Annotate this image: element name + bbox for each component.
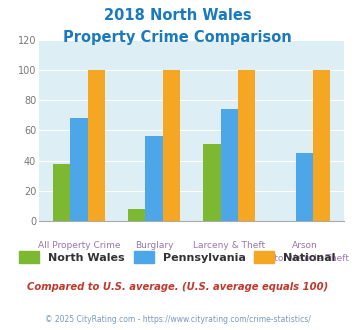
Text: Larceny & Theft: Larceny & Theft — [193, 241, 266, 249]
Bar — [70, 118, 88, 221]
Bar — [296, 153, 313, 221]
Text: Burglary: Burglary — [135, 241, 173, 249]
Bar — [53, 164, 70, 221]
Bar — [128, 209, 146, 221]
Text: Compared to U.S. average. (U.S. average equals 100): Compared to U.S. average. (U.S. average … — [27, 282, 328, 292]
Bar — [221, 109, 238, 221]
Bar — [238, 70, 255, 221]
Bar — [146, 136, 163, 221]
Bar — [88, 70, 105, 221]
Text: Property Crime Comparison: Property Crime Comparison — [63, 30, 292, 45]
Bar — [203, 144, 221, 221]
Text: Arson: Arson — [292, 241, 317, 249]
Text: Motor Vehicle Theft: Motor Vehicle Theft — [261, 254, 349, 263]
Text: © 2025 CityRating.com - https://www.cityrating.com/crime-statistics/: © 2025 CityRating.com - https://www.city… — [45, 315, 310, 324]
Bar — [163, 70, 180, 221]
Text: All Property Crime: All Property Crime — [38, 241, 120, 249]
Text: 2018 North Wales: 2018 North Wales — [104, 8, 251, 23]
Legend: North Wales, Pennsylvania, National: North Wales, Pennsylvania, National — [19, 251, 336, 263]
Bar — [313, 70, 331, 221]
